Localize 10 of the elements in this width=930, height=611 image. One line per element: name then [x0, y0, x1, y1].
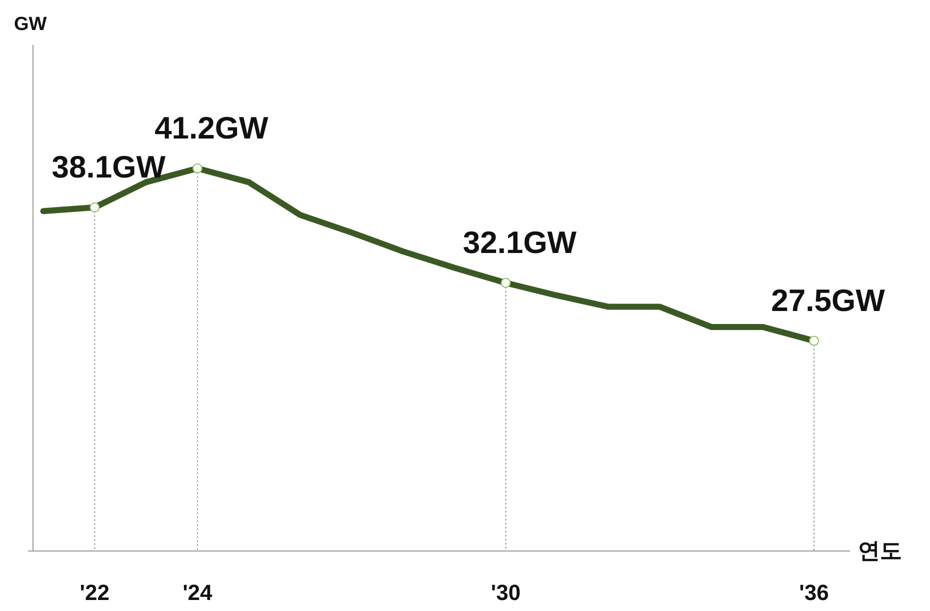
- x-axis-title: 연도: [858, 538, 902, 563]
- data-label: 38.1GW: [52, 149, 166, 184]
- y-axis-title: GW: [14, 14, 47, 35]
- data-label: 32.1GW: [462, 224, 578, 260]
- x-tick-label: '36: [799, 580, 829, 605]
- data-label: 41.2GW: [154, 110, 270, 146]
- x-tick-label: '24: [182, 580, 214, 605]
- x-tick-label: '22: [80, 580, 110, 605]
- data-label: 27.5GW: [771, 282, 886, 318]
- x-tick-label: '30: [490, 580, 521, 605]
